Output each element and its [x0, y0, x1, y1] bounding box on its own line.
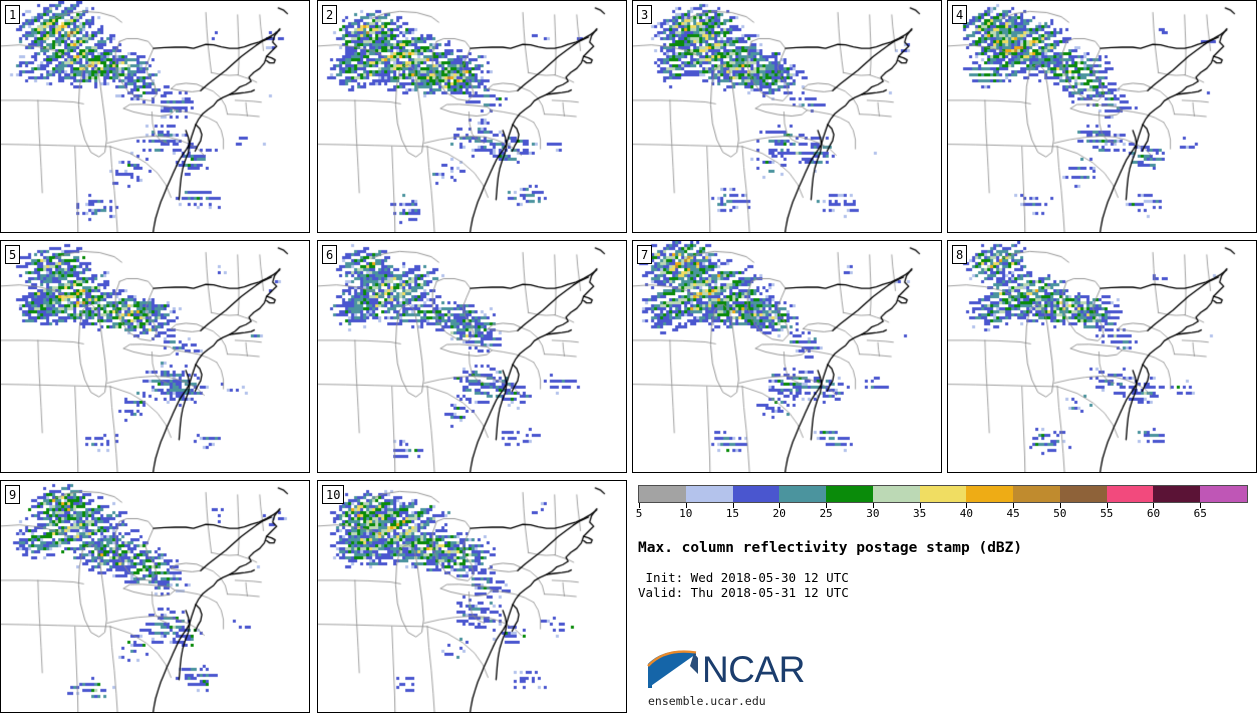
- reflectivity-map-10: [318, 481, 626, 712]
- colorbar-swatch-50-55: [1059, 486, 1107, 502]
- panel-number-label-5: 5: [5, 245, 21, 264]
- colorbar-swatch-10-15: [685, 486, 733, 502]
- panel-number-label-10: 10: [322, 485, 345, 504]
- panel-number-label-6: 6: [322, 245, 338, 264]
- colorbar-tick-10: [685, 503, 687, 508]
- colorbar-label-60: 60: [1146, 507, 1161, 520]
- ensemble-member-panel-3[interactable]: 3: [632, 0, 942, 233]
- colorbar-swatch-35-40: [919, 486, 967, 502]
- colorbar-swatch-25-30: [826, 486, 873, 502]
- colorbar-label-20: 20: [772, 507, 786, 520]
- colorbar-tick-35: [919, 503, 921, 508]
- colorbar-label-55: 55: [1100, 507, 1114, 520]
- reflectivity-map-4: [948, 1, 1256, 232]
- colorbar-swatch-65-70: [1200, 486, 1247, 502]
- colorbar-label-50: 50: [1053, 507, 1067, 520]
- colorbar-tick-20: [779, 503, 781, 508]
- ncar-logo-icon: [647, 650, 698, 688]
- colorbar-label-10: 10: [679, 507, 693, 520]
- panel-number-label-9: 9: [5, 485, 21, 504]
- colorbar-label-35: 35: [912, 507, 927, 520]
- ensemble-member-panel-4[interactable]: 4: [947, 0, 1257, 233]
- reflectivity-map-2: [318, 1, 626, 232]
- colorbar-swatch-45-50: [1013, 486, 1060, 502]
- figure-time-metadata: Init: Wed 2018-05-30 12 UTC Valid: Thu 2…: [638, 570, 1250, 600]
- colorbar-tick-30: [872, 503, 874, 508]
- reflectivity-map-9: [1, 481, 309, 712]
- colorbar-swatch-strip: [638, 485, 1248, 503]
- colorbar-swatch-60-65: [1153, 486, 1201, 502]
- panel-number-label-7: 7: [637, 245, 653, 264]
- colorbar-label-25: 25: [819, 507, 833, 520]
- ensemble-member-panel-8[interactable]: 8: [947, 240, 1257, 473]
- colorbar-tick-15: [732, 503, 734, 508]
- colorbar-label-40: 40: [959, 507, 973, 520]
- colorbar-tick-25: [826, 503, 828, 508]
- colorbar-swatch-20-25: [779, 486, 827, 502]
- valid-time-line: Valid: Thu 2018-05-31 12 UTC: [638, 585, 849, 600]
- reflectivity-map-5: [1, 241, 309, 472]
- colorbar-tick-55: [1106, 503, 1108, 508]
- colorbar-label-65: 65: [1193, 507, 1207, 520]
- ensemble-member-panel-7[interactable]: 7: [632, 240, 942, 473]
- init-time-line: Init: Wed 2018-05-30 12 UTC: [638, 570, 849, 585]
- colorbar-tick-40: [966, 503, 968, 508]
- colorbar-tick-50: [1059, 503, 1061, 508]
- colorbar-tick-45: [1013, 503, 1015, 508]
- panel-number-label-4: 4: [952, 5, 968, 24]
- ensemble-member-panel-10[interactable]: 10: [317, 480, 627, 713]
- ensemble-member-panel-6[interactable]: 6: [317, 240, 627, 473]
- ensemble-member-panel-1[interactable]: 1: [0, 0, 310, 233]
- reflectivity-map-3: [633, 1, 941, 232]
- colorbar-label-15: 15: [725, 507, 740, 520]
- reflectivity-colorbar: 5 10 15 20 25 30 35 40 45 50 55 60 65: [635, 485, 1248, 527]
- colorbar-swatch-55-60: [1106, 486, 1154, 502]
- colorbar-tick-60: [1153, 503, 1155, 508]
- ncar-wordmark: NCAR: [702, 649, 805, 690]
- ensemble-member-panel-2[interactable]: 2: [317, 0, 627, 233]
- panel-number-label-2: 2: [322, 5, 338, 24]
- reflectivity-map-6: [318, 241, 626, 472]
- panel-number-label-8: 8: [952, 245, 968, 264]
- colorbar-label-45: 45: [1006, 507, 1020, 520]
- figure-title: Max. column reflectivity postage stamp (…: [638, 540, 1023, 556]
- colorbar-swatch-30-35: [872, 486, 920, 502]
- ensemble-url-text: ensemble.ucar.edu: [648, 694, 766, 708]
- panel-number-label-3: 3: [637, 5, 653, 24]
- colorbar-ticks: [638, 503, 1248, 508]
- reflectivity-map-8: [948, 241, 1256, 472]
- colorbar-swatch-40-45: [966, 486, 1014, 502]
- ensemble-member-panel-9[interactable]: 9: [0, 480, 310, 713]
- panel-number-label-1: 1: [5, 5, 21, 24]
- colorbar-tick-65: [1200, 503, 1202, 508]
- colorbar-swatch-15-20: [732, 486, 780, 502]
- ensemble-member-panel-5[interactable]: 5: [0, 240, 310, 473]
- colorbar-tick-5: [639, 503, 640, 508]
- ncar-logo-block: NCAR ensemble.ucar.edu: [646, 646, 946, 712]
- colorbar-label-30: 30: [866, 507, 880, 520]
- caption-block: Max. column reflectivity postage stamp (…: [638, 540, 1250, 600]
- reflectivity-map-7: [633, 241, 941, 472]
- reflectivity-map-1: [1, 1, 309, 232]
- colorbar-label-5: 5: [635, 507, 643, 520]
- colorbar-tick-labels: 5 10 15 20 25 30 35 40 45 50 55 60 65: [635, 507, 1248, 523]
- colorbar-swatch-5-10: [639, 486, 686, 502]
